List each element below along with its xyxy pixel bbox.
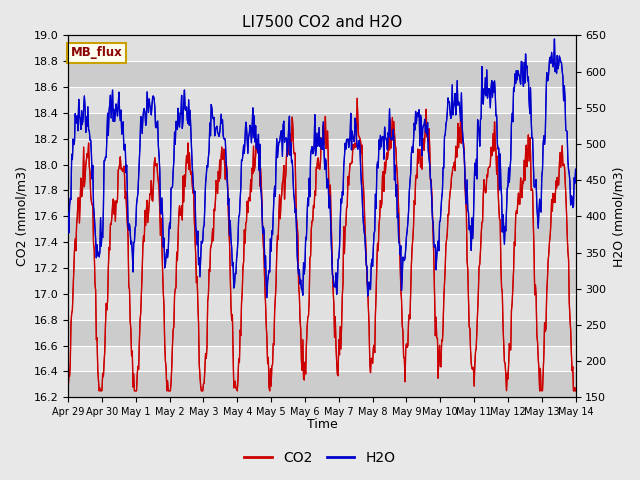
- Title: LI7500 CO2 and H2O: LI7500 CO2 and H2O: [242, 15, 402, 30]
- Bar: [68, 346, 575, 372]
- Bar: [68, 36, 575, 61]
- Bar: [68, 191, 575, 216]
- Y-axis label: H2O (mmol/m3): H2O (mmol/m3): [612, 166, 625, 266]
- Y-axis label: CO2 (mmol/m3): CO2 (mmol/m3): [15, 167, 28, 266]
- Bar: [68, 87, 575, 113]
- Bar: [68, 242, 575, 268]
- Bar: [68, 216, 575, 242]
- X-axis label: Time: Time: [307, 419, 337, 432]
- Bar: [68, 372, 575, 397]
- Bar: [68, 320, 575, 346]
- Bar: [68, 61, 575, 87]
- Bar: [68, 113, 575, 139]
- Legend: CO2, H2O: CO2, H2O: [239, 445, 401, 471]
- Bar: [68, 268, 575, 294]
- Bar: [68, 139, 575, 165]
- Bar: [68, 165, 575, 191]
- Text: MB_flux: MB_flux: [70, 46, 122, 59]
- Bar: [68, 294, 575, 320]
